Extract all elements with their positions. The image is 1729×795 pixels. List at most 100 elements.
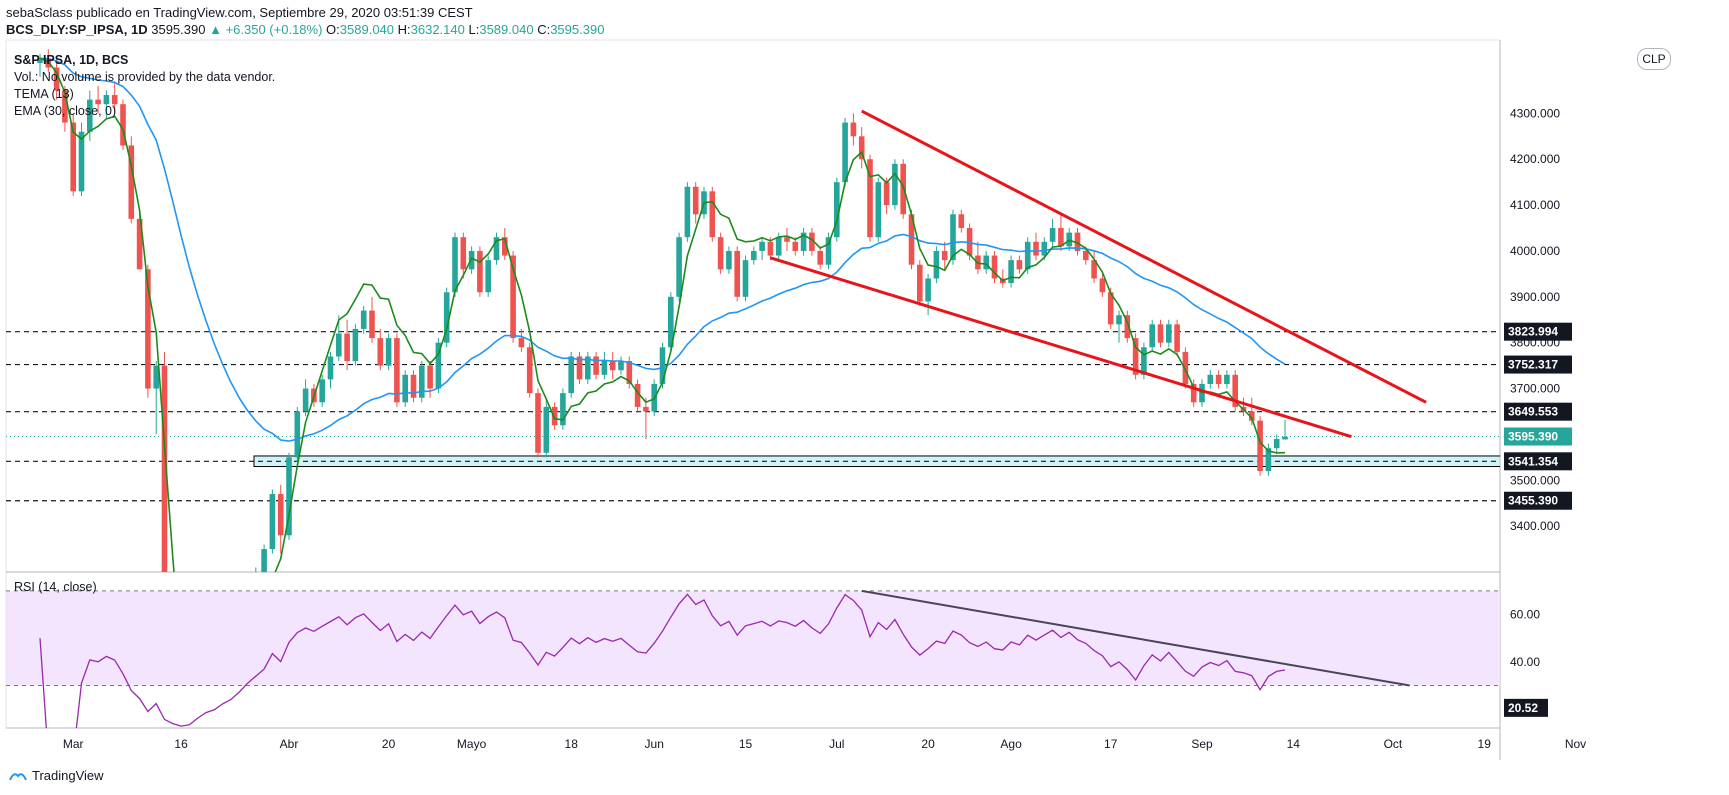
time-tick-label: 14 <box>1287 737 1301 751</box>
candle-down <box>1091 260 1097 279</box>
candle-down <box>1174 324 1180 352</box>
candle-up <box>302 388 309 412</box>
time-tick-label: Jul <box>829 737 844 751</box>
candle-down <box>1083 250 1089 261</box>
rsi-tick-label: 40.00 <box>1510 655 1540 669</box>
price-tick-label: 3500.000 <box>1510 473 1560 487</box>
candle-down <box>1249 411 1255 421</box>
candle-down <box>858 136 865 160</box>
candle-down <box>941 250 948 261</box>
last-price-badge <box>1504 427 1572 446</box>
time-tick-label: 20 <box>921 737 935 751</box>
candle-up <box>834 182 840 238</box>
candle-down <box>709 191 716 238</box>
candle-up <box>269 494 276 550</box>
time-tick-label: Mayo <box>457 737 487 751</box>
candle-up <box>385 338 392 366</box>
candle-up <box>800 232 807 251</box>
candle-down <box>917 264 923 302</box>
candle-down <box>817 250 823 265</box>
price-tick-label: 3700.000 <box>1510 382 1560 396</box>
rsi-trendline <box>861 589 1410 687</box>
open-label: O: <box>326 22 340 37</box>
candle-up <box>286 457 292 536</box>
candle-down <box>427 365 433 389</box>
candle-up <box>452 237 458 293</box>
candle-down <box>1074 232 1081 251</box>
rsi-legend[interactable]: RSI (14, close) <box>14 580 97 594</box>
low-value: 3589.040 <box>479 22 534 37</box>
candle-up <box>933 250 940 279</box>
candle-down <box>70 122 76 192</box>
level-badge-label: 3455.390 <box>1508 494 1558 508</box>
open-value: 3589.040 <box>339 22 395 37</box>
candle-up <box>983 255 989 270</box>
time-tick-label: Oct <box>1384 737 1403 751</box>
candle-up <box>203 687 209 705</box>
author-name[interactable]: sebaSclass <box>6 5 73 20</box>
high-label: H: <box>397 22 411 37</box>
price-tick-label: 3400.000 <box>1510 519 1560 533</box>
candle-down <box>784 237 790 242</box>
candle-down <box>277 494 284 536</box>
rsi-level-badge-label: 20.52 <box>1508 701 1538 715</box>
candle-down <box>510 255 516 339</box>
candle-up <box>950 214 956 261</box>
candle-down <box>966 228 973 256</box>
candle-down <box>1182 351 1189 384</box>
candle-up <box>468 250 475 270</box>
rsi-level-badge <box>1504 698 1548 717</box>
candle-down <box>900 163 906 215</box>
candle-down <box>518 338 525 348</box>
candle-down <box>394 338 400 403</box>
candle-down <box>1215 374 1222 384</box>
candle-up <box>1041 241 1048 256</box>
rsi-pane <box>6 589 1500 728</box>
tema-line <box>39 57 1286 572</box>
candle-up <box>543 406 550 453</box>
candle-up <box>87 99 93 132</box>
candle-up <box>37 58 43 63</box>
candle-up <box>601 361 608 375</box>
level-badge-label: 3752.317 <box>1508 358 1558 372</box>
candle-down <box>502 237 508 256</box>
currency-badge[interactable]: CLP <box>1637 48 1671 70</box>
candle-down <box>792 241 799 251</box>
candle-up <box>103 95 110 105</box>
level-badge <box>1504 402 1572 421</box>
candle-down <box>1058 228 1064 247</box>
rsi-line <box>39 593 1286 728</box>
candle-up <box>1265 448 1272 472</box>
candle-down <box>53 67 60 91</box>
footer-brand[interactable]: TradingView <box>8 768 104 783</box>
candle-up <box>327 356 334 380</box>
candle-up <box>1141 347 1147 375</box>
candle-up <box>443 292 450 343</box>
legend-volume: Vol.: No volume is provided by the data … <box>14 70 276 84</box>
candle-up <box>1149 324 1155 348</box>
candle-down <box>734 250 740 297</box>
rsi-band <box>6 590 1500 686</box>
candle-up <box>435 342 442 389</box>
candle-down <box>958 214 965 229</box>
publish-line: sebaSclass publicado en TradingView.com,… <box>6 5 473 20</box>
legend-tema[interactable]: TEMA (13) <box>14 87 74 101</box>
candle-up <box>560 393 566 426</box>
candle-up <box>892 163 898 206</box>
candle-up <box>1207 374 1214 384</box>
time-tick-label: 19 <box>1478 737 1492 751</box>
candle-up <box>360 310 367 329</box>
price-tick-label: 4100.000 <box>1510 198 1560 212</box>
legend-title: S&P IPSA, 1D, BCS <box>14 53 129 67</box>
candle-up <box>1008 260 1014 284</box>
candle-up <box>1273 439 1280 449</box>
candle-down <box>535 393 541 453</box>
candle-down <box>908 214 915 265</box>
candle-down <box>62 90 68 123</box>
candle-down <box>161 365 168 572</box>
candle-down <box>111 95 118 105</box>
candle-down <box>626 361 633 384</box>
legend-ema[interactable]: EMA (30, close, 0) <box>14 104 117 118</box>
candle-down <box>410 374 417 398</box>
